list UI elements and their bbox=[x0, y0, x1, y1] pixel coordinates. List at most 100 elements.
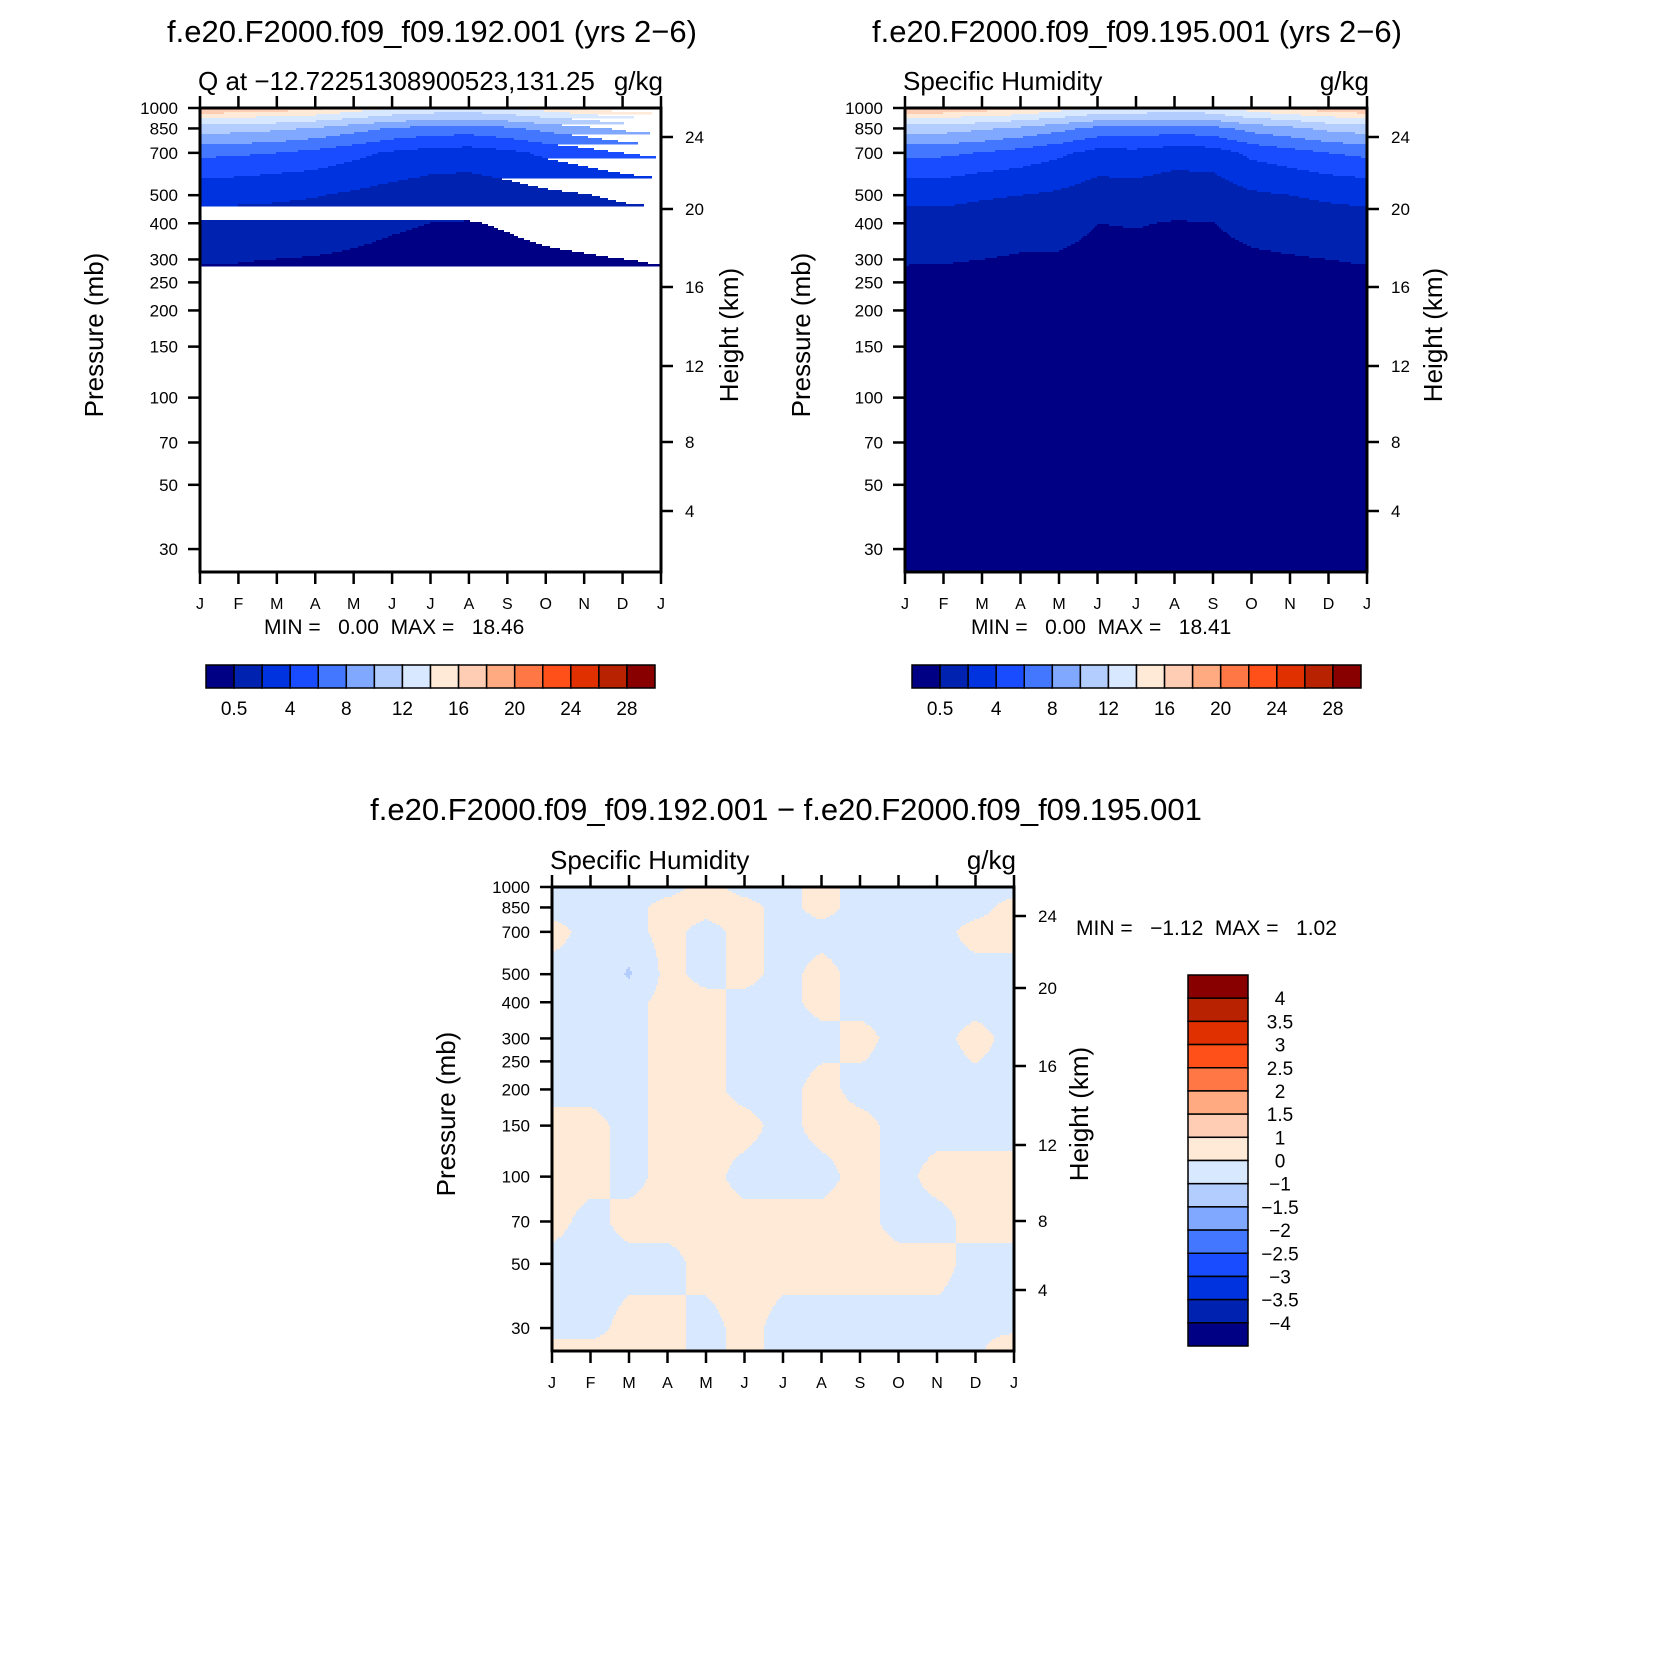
contour-band-cell bbox=[806, 967, 838, 970]
contour-band-cell bbox=[610, 1207, 880, 1210]
contour-band-cell bbox=[540, 116, 634, 119]
contour-band-cell bbox=[959, 154, 1067, 157]
contour-band-cell bbox=[905, 284, 1367, 287]
contour-band-cell bbox=[954, 1269, 1014, 1272]
contour-band-cell bbox=[764, 907, 802, 910]
contour-band-cell bbox=[552, 927, 568, 930]
contour-band-cell bbox=[742, 1197, 824, 1200]
contour-band-cell bbox=[724, 929, 764, 932]
contour-band-cell bbox=[1247, 244, 1367, 247]
contour-band-cell bbox=[905, 304, 1367, 307]
contour-band-cell bbox=[834, 913, 988, 916]
contour-band-cell bbox=[552, 1105, 648, 1108]
contour-band-cell bbox=[572, 1221, 610, 1224]
contour-band-cell bbox=[1153, 174, 1217, 177]
contour-band-cell bbox=[992, 909, 1014, 912]
contour-band-cell bbox=[604, 1117, 648, 1120]
contour-band-cell bbox=[552, 1007, 648, 1010]
contour-band-cell bbox=[722, 1319, 766, 1322]
colorbar-box bbox=[626, 664, 656, 689]
contour-band-cell bbox=[905, 328, 1367, 331]
contour-band-cell bbox=[726, 1035, 840, 1038]
colorbar-label: 4 bbox=[285, 699, 296, 720]
y2-tick-label: 4 bbox=[685, 502, 694, 521]
contour-band-cell bbox=[726, 1175, 840, 1178]
contour-band-cell bbox=[905, 228, 1093, 231]
colorbar-label: 1.5 bbox=[1267, 1105, 1293, 1126]
contour-band-cell bbox=[648, 1079, 726, 1082]
contour-band-cell bbox=[905, 564, 1367, 567]
contour-band-cell bbox=[838, 1181, 880, 1184]
contour-band-cell bbox=[552, 1127, 610, 1130]
contour-band-cell bbox=[200, 192, 338, 195]
contour-band-cell bbox=[956, 1239, 1014, 1242]
contour-band-cell bbox=[630, 1197, 742, 1200]
contour-band-cell bbox=[606, 1119, 648, 1122]
contour-band-cell bbox=[905, 220, 1171, 223]
contour-band-cell bbox=[648, 1177, 726, 1180]
contour-band-cell bbox=[1349, 204, 1367, 207]
contour-band-cell bbox=[728, 1181, 838, 1184]
contour-band-cell bbox=[400, 232, 510, 235]
contour-band-cell bbox=[770, 1311, 1014, 1314]
contour-band-cell bbox=[648, 1147, 748, 1150]
contour-band-cell bbox=[552, 987, 656, 990]
contour-band-cell bbox=[200, 112, 224, 115]
contour-band-cell bbox=[424, 224, 488, 227]
contour-band-cell bbox=[905, 424, 1367, 427]
contour-band-cell bbox=[552, 1179, 610, 1182]
min-label: MIN = bbox=[1076, 917, 1150, 940]
contour-band-cell bbox=[764, 1339, 992, 1342]
contour-band-cell bbox=[905, 274, 1367, 277]
contour-band-cell bbox=[398, 180, 512, 183]
contour-band-cell bbox=[610, 1217, 880, 1220]
contour-band-cell bbox=[726, 1079, 806, 1082]
contour-band-cell bbox=[562, 1235, 620, 1238]
contour-band-cell bbox=[200, 110, 288, 113]
contour-band-cell bbox=[905, 478, 1367, 481]
contour-band-cell bbox=[754, 1141, 812, 1144]
contour-band-cell bbox=[870, 1113, 1014, 1116]
contour-band-cell bbox=[570, 935, 650, 938]
contour-band-cell bbox=[1157, 222, 1215, 225]
contour-band-cell bbox=[694, 981, 726, 984]
contour-band-cell bbox=[552, 1069, 648, 1072]
contour-band-cell bbox=[880, 1129, 1014, 1132]
contour-band-cell bbox=[552, 993, 654, 996]
contour-band-cell bbox=[905, 546, 1367, 549]
contour-band-cell bbox=[1289, 194, 1367, 197]
contour-band-cell bbox=[905, 188, 1061, 191]
contour-band-cell bbox=[905, 308, 1367, 311]
y-tick-label: 850 bbox=[502, 898, 530, 917]
contour-band-cell bbox=[880, 1127, 1014, 1130]
contour-band-cell bbox=[878, 1035, 958, 1038]
x-tick-label: S bbox=[855, 1375, 866, 1392]
contour-band-cell bbox=[764, 913, 810, 916]
contour-band-cell bbox=[880, 1137, 1014, 1140]
contour-band-cell bbox=[552, 1073, 648, 1076]
contour-band-cell bbox=[878, 1039, 956, 1042]
y2-tick-label: 20 bbox=[1391, 200, 1410, 219]
min-max-text: MIN = 0.00 MAX = 18.46 bbox=[264, 616, 524, 639]
contour-band-cell bbox=[740, 1153, 826, 1156]
contour-band-cell bbox=[1095, 226, 1123, 229]
contour-band-cell bbox=[558, 1237, 622, 1240]
y2-tick-label: 20 bbox=[1038, 979, 1057, 998]
y-tick-label: 300 bbox=[855, 250, 883, 269]
contour-band-cell bbox=[822, 1151, 880, 1154]
contour-band-cell bbox=[840, 977, 1014, 980]
contour-band-cell bbox=[1233, 182, 1367, 185]
contour-band-cell bbox=[552, 1133, 610, 1136]
contour-band-cell bbox=[905, 356, 1367, 359]
contour-band-cell bbox=[876, 1031, 960, 1034]
contour-band-cell bbox=[905, 560, 1367, 563]
contour-band-cell bbox=[992, 1043, 1014, 1046]
panel1-title: f.e20.F2000.f09_f09.192.001 (yrs 2−6) bbox=[167, 14, 697, 49]
contour-band-cell bbox=[920, 1169, 1014, 1172]
contour-band-cell bbox=[905, 226, 1095, 229]
contour-band-cell bbox=[905, 126, 1021, 129]
contour-band-cell bbox=[905, 256, 997, 259]
x-tick-label: F bbox=[234, 596, 244, 613]
contour-band-cell bbox=[200, 196, 318, 199]
contour-band-cell bbox=[956, 1039, 994, 1042]
